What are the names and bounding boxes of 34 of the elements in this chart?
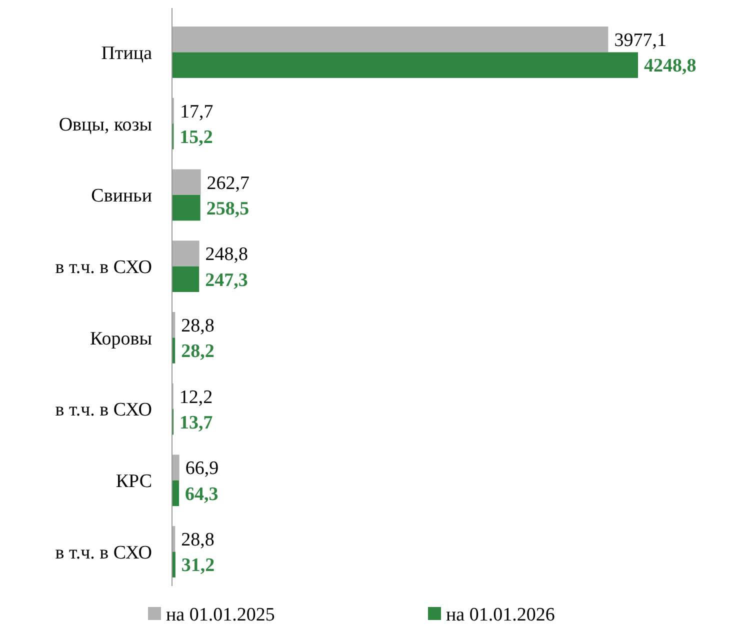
data-label: 28,2	[181, 341, 214, 362]
data-label: 247,3	[205, 270, 248, 291]
data-label: 28,8	[181, 315, 214, 336]
legend-label: на 01.01.2025	[166, 604, 275, 626]
data-label: 15,2	[180, 127, 213, 148]
bar	[172, 240, 200, 266]
data-label: 12,2	[179, 386, 213, 408]
y-tick-label: в т.ч. в СХО	[55, 542, 152, 564]
data-label: 13,7	[180, 412, 214, 434]
data-label: 258,5	[206, 198, 250, 220]
y-tick-label: в т.ч. в СХО	[55, 400, 152, 421]
bar	[172, 194, 200, 221]
data-label: 64,3	[185, 484, 218, 505]
y-tick-label: Овцы, козы	[58, 114, 152, 136]
y-tick-label: Свиньи	[91, 186, 152, 207]
bar	[172, 26, 608, 52]
data-label: 66,9	[185, 458, 219, 480]
y-tick-label: Коровы	[90, 328, 152, 350]
legend-label: на 01.01.2026	[446, 604, 555, 626]
y-tick-label: КРС	[116, 471, 152, 492]
data-label: 248,8	[205, 244, 248, 266]
data-label: 28,8	[181, 530, 214, 551]
bar	[172, 52, 638, 78]
y-tick-label: в т.ч. в СХО	[55, 256, 152, 278]
bar	[172, 169, 201, 195]
data-label: 4248,8	[644, 56, 696, 77]
data-label: 262,7	[206, 172, 250, 194]
bar	[172, 454, 180, 480]
data-label: 3977,1	[614, 30, 666, 52]
bar	[172, 266, 200, 292]
y-tick-label: Птица	[101, 42, 153, 64]
data-label: 31,2	[181, 555, 215, 576]
bar	[172, 480, 180, 506]
data-label: 17,7	[180, 101, 214, 122]
